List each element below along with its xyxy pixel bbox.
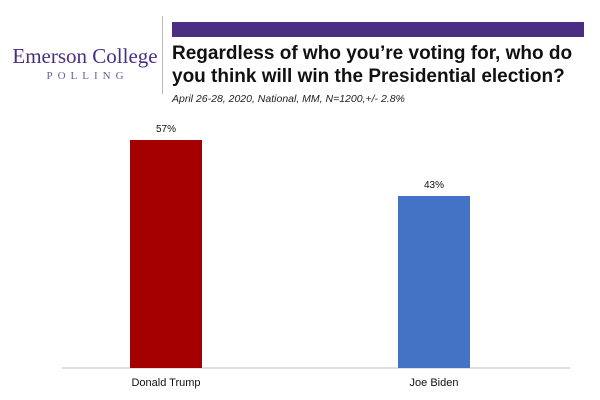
logo-name: Emerson College <box>12 44 158 68</box>
data-label-donald-trump: 57% <box>156 124 176 135</box>
logo-subtext: POLLING <box>46 70 129 82</box>
bar-donald-trump <box>130 140 202 368</box>
category-label-donald-trump: Donald Trump <box>131 377 200 389</box>
category-label-joe-biden: Joe Biden <box>410 377 459 389</box>
header-divider <box>162 16 163 94</box>
chart-subtitle: April 26-28, 2020, National, MM, N=1200,… <box>172 93 405 105</box>
data-label-joe-biden: 43% <box>424 180 444 191</box>
emerson-college-polling-logo: Emerson College POLLING <box>10 44 160 83</box>
chart-title: Regardless of who you’re voting for, who… <box>172 43 573 87</box>
bar-joe-biden <box>398 196 470 368</box>
header-accent-bar <box>172 22 584 37</box>
